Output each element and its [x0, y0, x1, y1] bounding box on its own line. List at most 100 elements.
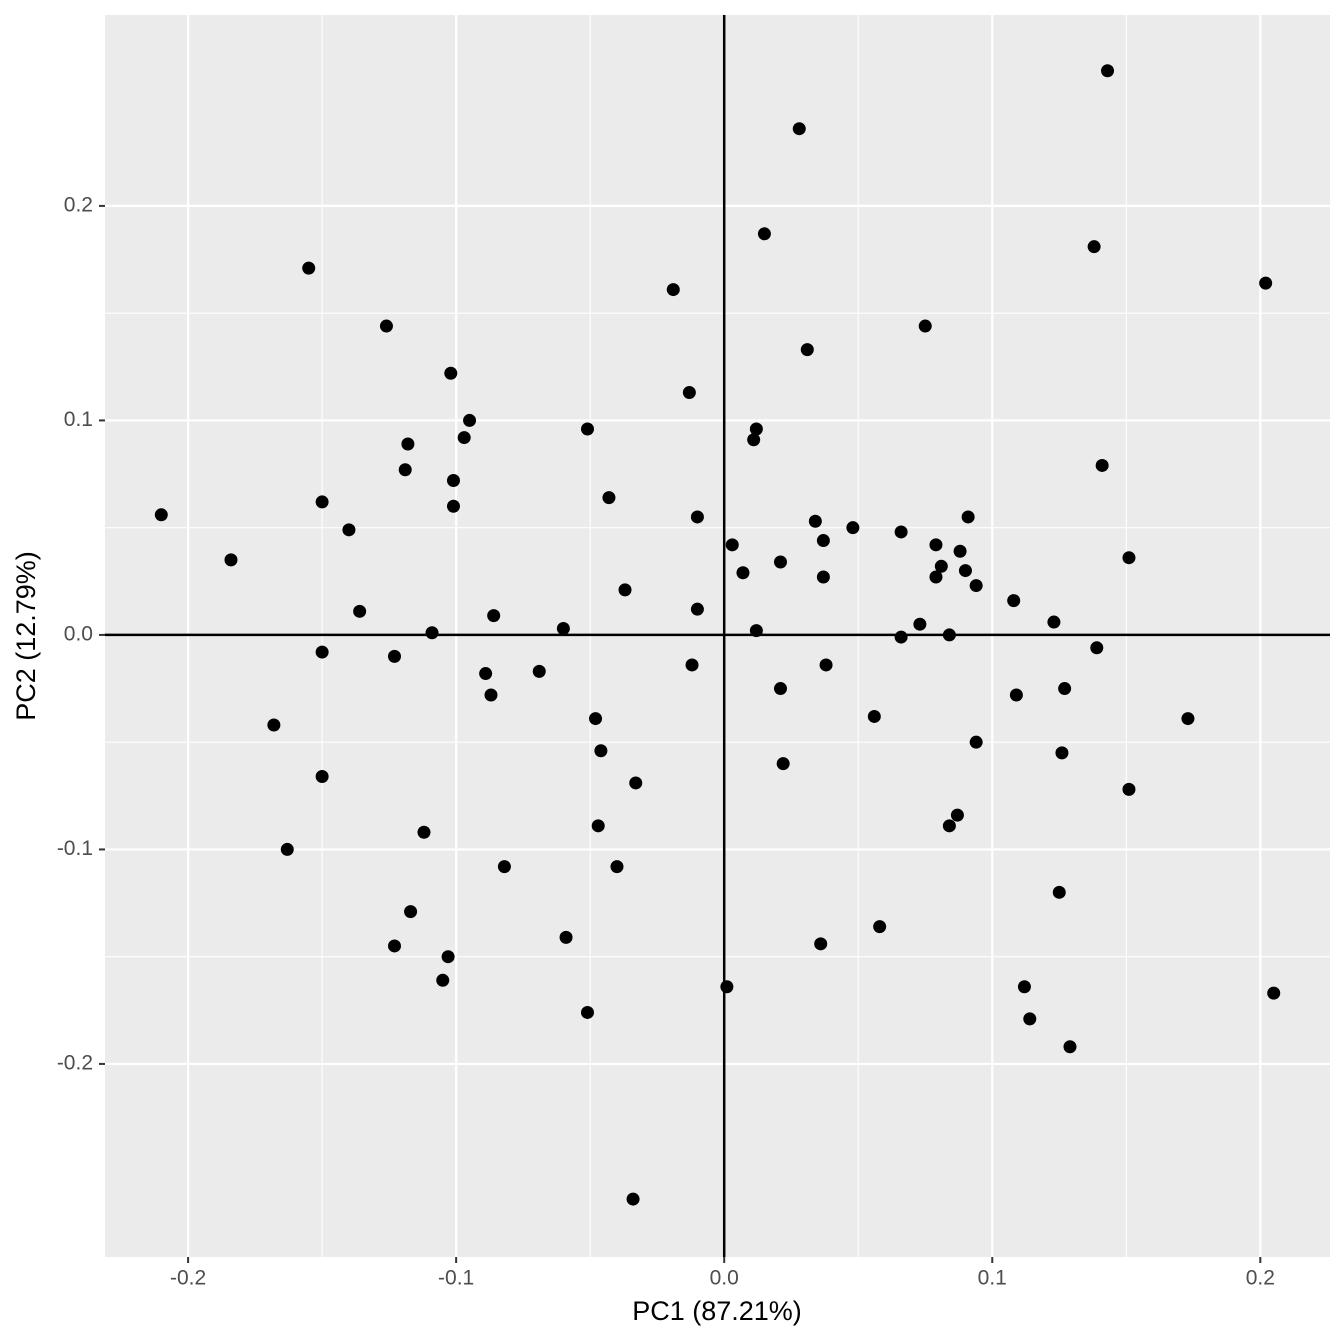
- point: [484, 688, 498, 702]
- point: [1122, 782, 1136, 796]
- point: [942, 819, 956, 833]
- point: [950, 808, 964, 822]
- point: [497, 860, 511, 874]
- point: [958, 564, 972, 578]
- point: [580, 1005, 594, 1019]
- point: [929, 538, 943, 552]
- point: [749, 422, 763, 436]
- point: [626, 1192, 640, 1206]
- point: [749, 624, 763, 638]
- point: [1058, 682, 1072, 696]
- point: [757, 227, 771, 241]
- x-tick-label: 0.1: [978, 1267, 1007, 1290]
- point: [1052, 885, 1066, 899]
- x-tick-label: 0.0: [710, 1267, 739, 1290]
- point: [441, 950, 455, 964]
- point: [867, 709, 881, 723]
- point: [487, 609, 501, 623]
- marks: [154, 64, 1281, 1206]
- point: [1055, 746, 1069, 760]
- x-axis-title: PC1 (87.21%): [632, 1296, 802, 1326]
- point: [814, 937, 828, 951]
- point: [342, 523, 356, 537]
- point: [816, 534, 830, 548]
- point: [591, 819, 605, 833]
- y-axis-title: PC2 (12.79%): [11, 551, 41, 721]
- point: [913, 617, 927, 631]
- point: [953, 544, 967, 558]
- point: [602, 491, 616, 505]
- point: [224, 553, 238, 567]
- point: [594, 744, 608, 758]
- point: [969, 579, 983, 593]
- point: [942, 628, 956, 642]
- y-tick-label: 0.1: [64, 408, 93, 431]
- point: [800, 343, 814, 357]
- point: [682, 386, 696, 400]
- point: [532, 664, 546, 678]
- point: [929, 570, 943, 584]
- point: [556, 621, 570, 635]
- point: [1007, 594, 1021, 608]
- point: [353, 604, 367, 618]
- point: [1047, 615, 1061, 629]
- point: [747, 433, 761, 447]
- point: [773, 682, 787, 696]
- point: [1087, 240, 1101, 254]
- point: [1101, 64, 1115, 78]
- point: [154, 508, 168, 522]
- point: [463, 413, 477, 427]
- point: [873, 920, 887, 934]
- point: [846, 521, 860, 535]
- point: [934, 559, 948, 573]
- point: [736, 566, 750, 580]
- point: [629, 776, 643, 790]
- point: [479, 667, 493, 681]
- y-tick-label: -0.2: [57, 1051, 93, 1074]
- x-tick-label: -0.2: [170, 1267, 206, 1290]
- x-tick-label: -0.1: [438, 1267, 474, 1290]
- point: [1122, 551, 1136, 565]
- point: [894, 525, 908, 539]
- point: [918, 319, 932, 333]
- point: [1259, 276, 1273, 290]
- point: [417, 825, 431, 839]
- y-tick-label: 0.0: [64, 622, 93, 645]
- point: [773, 555, 787, 569]
- grid: [105, 15, 1330, 1257]
- point: [792, 122, 806, 136]
- point: [387, 649, 401, 663]
- point: [387, 939, 401, 953]
- y-tick-label: -0.1: [57, 837, 93, 860]
- point: [776, 757, 790, 771]
- point: [589, 712, 603, 726]
- point: [690, 510, 704, 524]
- point: [725, 538, 739, 552]
- point: [444, 366, 458, 380]
- point: [720, 980, 734, 994]
- point: [1023, 1012, 1037, 1026]
- point: [398, 463, 412, 477]
- point: [436, 973, 450, 987]
- point: [1017, 980, 1031, 994]
- point: [1267, 986, 1281, 1000]
- point: [446, 473, 460, 487]
- point: [404, 905, 418, 919]
- point: [315, 770, 329, 784]
- point: [894, 630, 908, 644]
- point: [819, 658, 833, 672]
- point: [685, 658, 699, 672]
- y-tick-label: 0.2: [64, 193, 93, 216]
- point: [1009, 688, 1023, 702]
- point: [401, 437, 415, 451]
- point: [1095, 458, 1109, 472]
- point: [457, 431, 471, 445]
- point: [666, 283, 680, 297]
- point: [580, 422, 594, 436]
- point: [425, 626, 439, 640]
- point: [610, 860, 624, 874]
- point: [559, 930, 573, 944]
- point: [302, 261, 316, 275]
- point: [969, 735, 983, 749]
